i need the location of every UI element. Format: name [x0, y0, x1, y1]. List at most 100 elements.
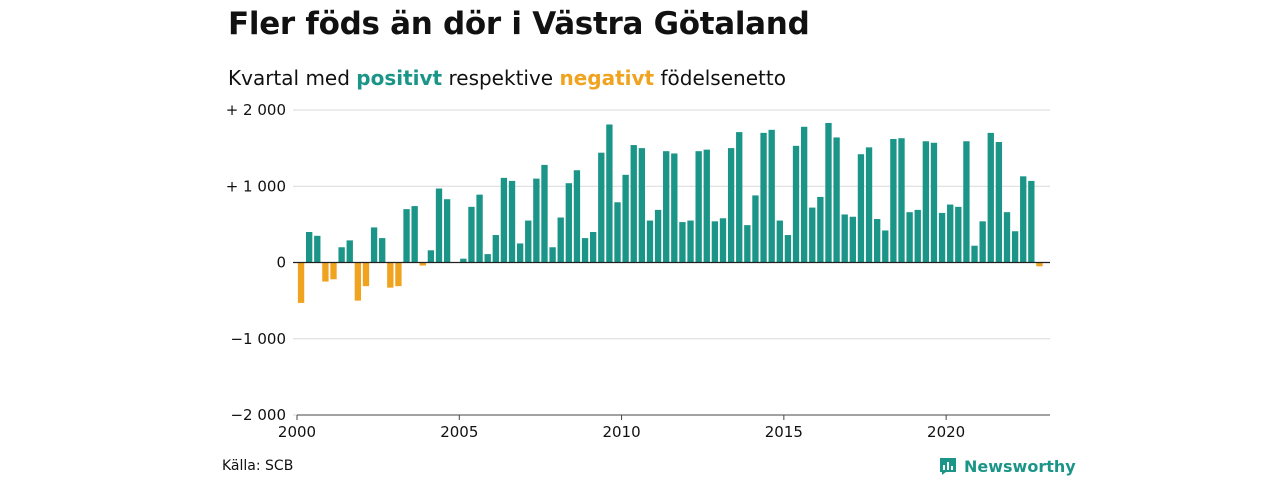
- bar-negative: [387, 262, 394, 288]
- bar-positive: [614, 202, 621, 263]
- bar-positive: [541, 164, 548, 263]
- bar-positive: [833, 137, 840, 263]
- bar-positive: [370, 227, 378, 263]
- bar-positive: [979, 221, 986, 263]
- bar-positive: [443, 199, 451, 263]
- bar-positive: [411, 206, 418, 263]
- bar-positive: [1028, 180, 1035, 263]
- bar-positive: [549, 247, 556, 263]
- bar-positive: [784, 235, 792, 263]
- x-tick-label: 2010: [602, 423, 640, 441]
- subtitle-negative-word: negativt: [559, 66, 655, 90]
- bar-negative: [297, 262, 305, 303]
- bar-positive: [590, 232, 597, 263]
- y-tick-label: 0: [276, 254, 286, 272]
- bar-positive: [314, 235, 321, 263]
- x-tick-label: 2005: [440, 423, 478, 441]
- bar-negative: [330, 262, 337, 280]
- bar-positive: [744, 225, 751, 263]
- bar-positive: [525, 220, 532, 263]
- bar-positive: [508, 180, 516, 263]
- bar-positive: [1020, 176, 1027, 263]
- bar-positive: [865, 147, 873, 263]
- bar-positive: [500, 177, 508, 263]
- subtitle-positive-word: positivt: [356, 66, 443, 90]
- bars-layer: [297, 122, 1043, 303]
- bar-negative: [322, 262, 329, 282]
- bar-negative: [1036, 262, 1043, 267]
- bar-positive: [906, 212, 913, 263]
- bar-positive: [468, 206, 475, 263]
- bar-positive: [492, 235, 499, 263]
- bar-positive: [476, 194, 483, 263]
- bar-positive: [995, 142, 1003, 263]
- bar-positive: [638, 148, 646, 263]
- subtitle-text-mid: respektive: [442, 66, 560, 90]
- bar-positive: [841, 214, 848, 263]
- bar-positive: [922, 141, 930, 263]
- bar-positive: [581, 238, 589, 263]
- bar-positive: [938, 212, 946, 263]
- bar-positive: [598, 152, 605, 263]
- bar-positive: [719, 218, 727, 263]
- bar-positive: [338, 247, 345, 263]
- bar-positive: [606, 124, 613, 263]
- bar-positive: [760, 132, 767, 263]
- bar-positive: [630, 145, 637, 263]
- bar-positive: [947, 204, 954, 263]
- bar-positive: [695, 151, 702, 263]
- bar-positive: [654, 209, 662, 263]
- bar-positive: [306, 232, 313, 263]
- bar-positive: [849, 216, 856, 263]
- bar-positive: [776, 220, 783, 263]
- bar-positive: [663, 151, 670, 263]
- bar-positive: [379, 238, 386, 263]
- bar-positive: [533, 178, 540, 263]
- bar-positive: [963, 141, 970, 263]
- bar-positive: [817, 196, 824, 263]
- bar-positive: [890, 138, 897, 263]
- bar-positive: [403, 209, 410, 263]
- bar-positive: [679, 222, 686, 263]
- bar-positive: [882, 230, 889, 263]
- bar-negative: [354, 262, 362, 301]
- y-tick-label: + 2 000: [226, 101, 286, 119]
- bar-positive: [484, 254, 491, 263]
- y-tick-label: + 1 000: [226, 177, 286, 195]
- chart-title: Fler föds än dör i Västra Götaland: [228, 6, 810, 42]
- bar-positive: [703, 149, 710, 263]
- bar-positive: [687, 220, 694, 263]
- bar-positive: [460, 258, 467, 263]
- x-tick-label: 2015: [765, 423, 803, 441]
- bar-positive: [971, 245, 978, 263]
- subtitle-text-post: födelsenetto: [654, 66, 786, 90]
- brand-name: Newsworthy: [964, 456, 1076, 476]
- y-tick-label: −2 000: [230, 406, 286, 424]
- bar-positive: [955, 206, 962, 263]
- bar-positive: [898, 138, 905, 263]
- bar-positive: [857, 154, 865, 263]
- bar-positive: [930, 142, 938, 263]
- newsworthy-logo: Newsworthy: [938, 456, 1076, 476]
- bar-positive: [752, 195, 759, 263]
- source-note: Källa: SCB: [222, 458, 294, 474]
- bar-positive: [987, 132, 994, 263]
- subtitle-text-pre: Kvartal med: [228, 66, 357, 90]
- bar-positive: [727, 148, 735, 263]
- bar-positive: [565, 183, 572, 263]
- bar-positive: [736, 132, 743, 263]
- bar-positive: [914, 209, 921, 263]
- bar-positive: [825, 122, 832, 263]
- bar-positive: [1011, 231, 1019, 263]
- newsworthy-chart-icon: [940, 458, 956, 475]
- x-tick-label: 2000: [278, 423, 316, 441]
- bar-negative: [362, 262, 370, 287]
- bar-negative: [419, 262, 426, 266]
- bar-positive: [800, 126, 808, 263]
- bar-positive: [792, 145, 800, 263]
- bar-positive: [1003, 212, 1011, 263]
- bar-positive: [557, 217, 564, 263]
- bar-positive: [671, 153, 678, 263]
- bar-positive: [427, 250, 435, 263]
